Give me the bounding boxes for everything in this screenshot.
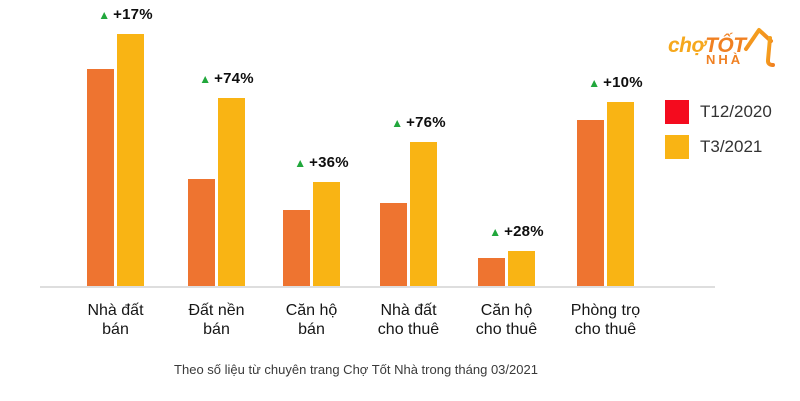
growth-percent-label: +76%: [406, 114, 446, 131]
logo-text-tot: TỐT: [705, 34, 746, 57]
legend-item-t12-2020: T12/2020: [665, 100, 772, 124]
bar-t12-2020: [380, 203, 407, 286]
logo-text-nha: NHÀ: [706, 52, 744, 67]
x-axis-category-label: Căn hộ cho thuê: [475, 302, 538, 338]
growth-up-triangle-icon: ▲: [489, 224, 502, 239]
growth-up-triangle-icon: ▲: [98, 7, 111, 22]
x-axis-category-label: Phòng trọ cho thuê: [570, 302, 641, 338]
x-axis-category-label: Nhà đất bán: [87, 302, 144, 338]
x-axis-line: [40, 286, 715, 288]
growth-up-triangle-icon: ▲: [199, 71, 212, 86]
bar-t12-2020: [577, 120, 604, 286]
bar-t3-2021: [117, 34, 144, 286]
growth-percent-label: +17%: [113, 6, 153, 23]
legend-label-t3-2021: T3/2021: [700, 137, 763, 156]
source-note: Theo số liệu từ chuyên trang Chợ Tốt Nhà…: [174, 362, 538, 377]
x-axis-category-label: Nhà đất cho thuê: [377, 302, 440, 338]
growth-percent-label: +36%: [309, 154, 349, 171]
growth-percent-label: +74%: [214, 70, 254, 87]
growth-percent-label: +28%: [504, 223, 544, 240]
bar-t3-2021: [218, 98, 245, 286]
bar-t12-2020: [283, 210, 310, 286]
x-axis-category-label: Đất nền bán: [188, 302, 245, 338]
growth-annotation: ▲ +74%: [199, 70, 253, 87]
growth-annotation: ▲ +36%: [294, 154, 348, 171]
x-axis-category-label: Căn hộ bán: [285, 302, 338, 338]
bar-t12-2020: [87, 69, 114, 286]
bar-t3-2021: [313, 182, 340, 286]
growth-annotation: ▲ +10%: [588, 74, 642, 91]
legend: T12/2020 T3/2021: [665, 100, 772, 159]
growth-up-triangle-icon: ▲: [391, 115, 404, 130]
house-icon: [743, 28, 775, 67]
bar-t12-2020: [188, 179, 215, 286]
logo-wordmark: chợ TỐT: [668, 24, 783, 67]
bar-t12-2020: [478, 258, 505, 286]
legend-label-t12-2020: T12/2020: [700, 102, 772, 121]
growth-up-triangle-icon: ▲: [588, 75, 601, 90]
growth-annotation: ▲ +17%: [98, 6, 152, 23]
bar-t3-2021: [410, 142, 437, 286]
growth-annotation: ▲ +28%: [489, 223, 543, 240]
bar-t3-2021: [508, 251, 535, 286]
bar-t3-2021: [607, 102, 634, 286]
growth-up-triangle-icon: ▲: [294, 155, 307, 170]
legend-swatch-t3-2021: [665, 135, 689, 159]
legend-item-t3-2021: T3/2021: [665, 135, 772, 159]
growth-percent-label: +10%: [603, 74, 643, 91]
legend-swatch-t12-2020: [665, 100, 689, 124]
chotot-nha-logo: chợ TỐT NHÀ: [668, 24, 783, 67]
growth-annotation: ▲ +76%: [391, 114, 445, 131]
logo-text-cho: chợ: [668, 34, 706, 57]
